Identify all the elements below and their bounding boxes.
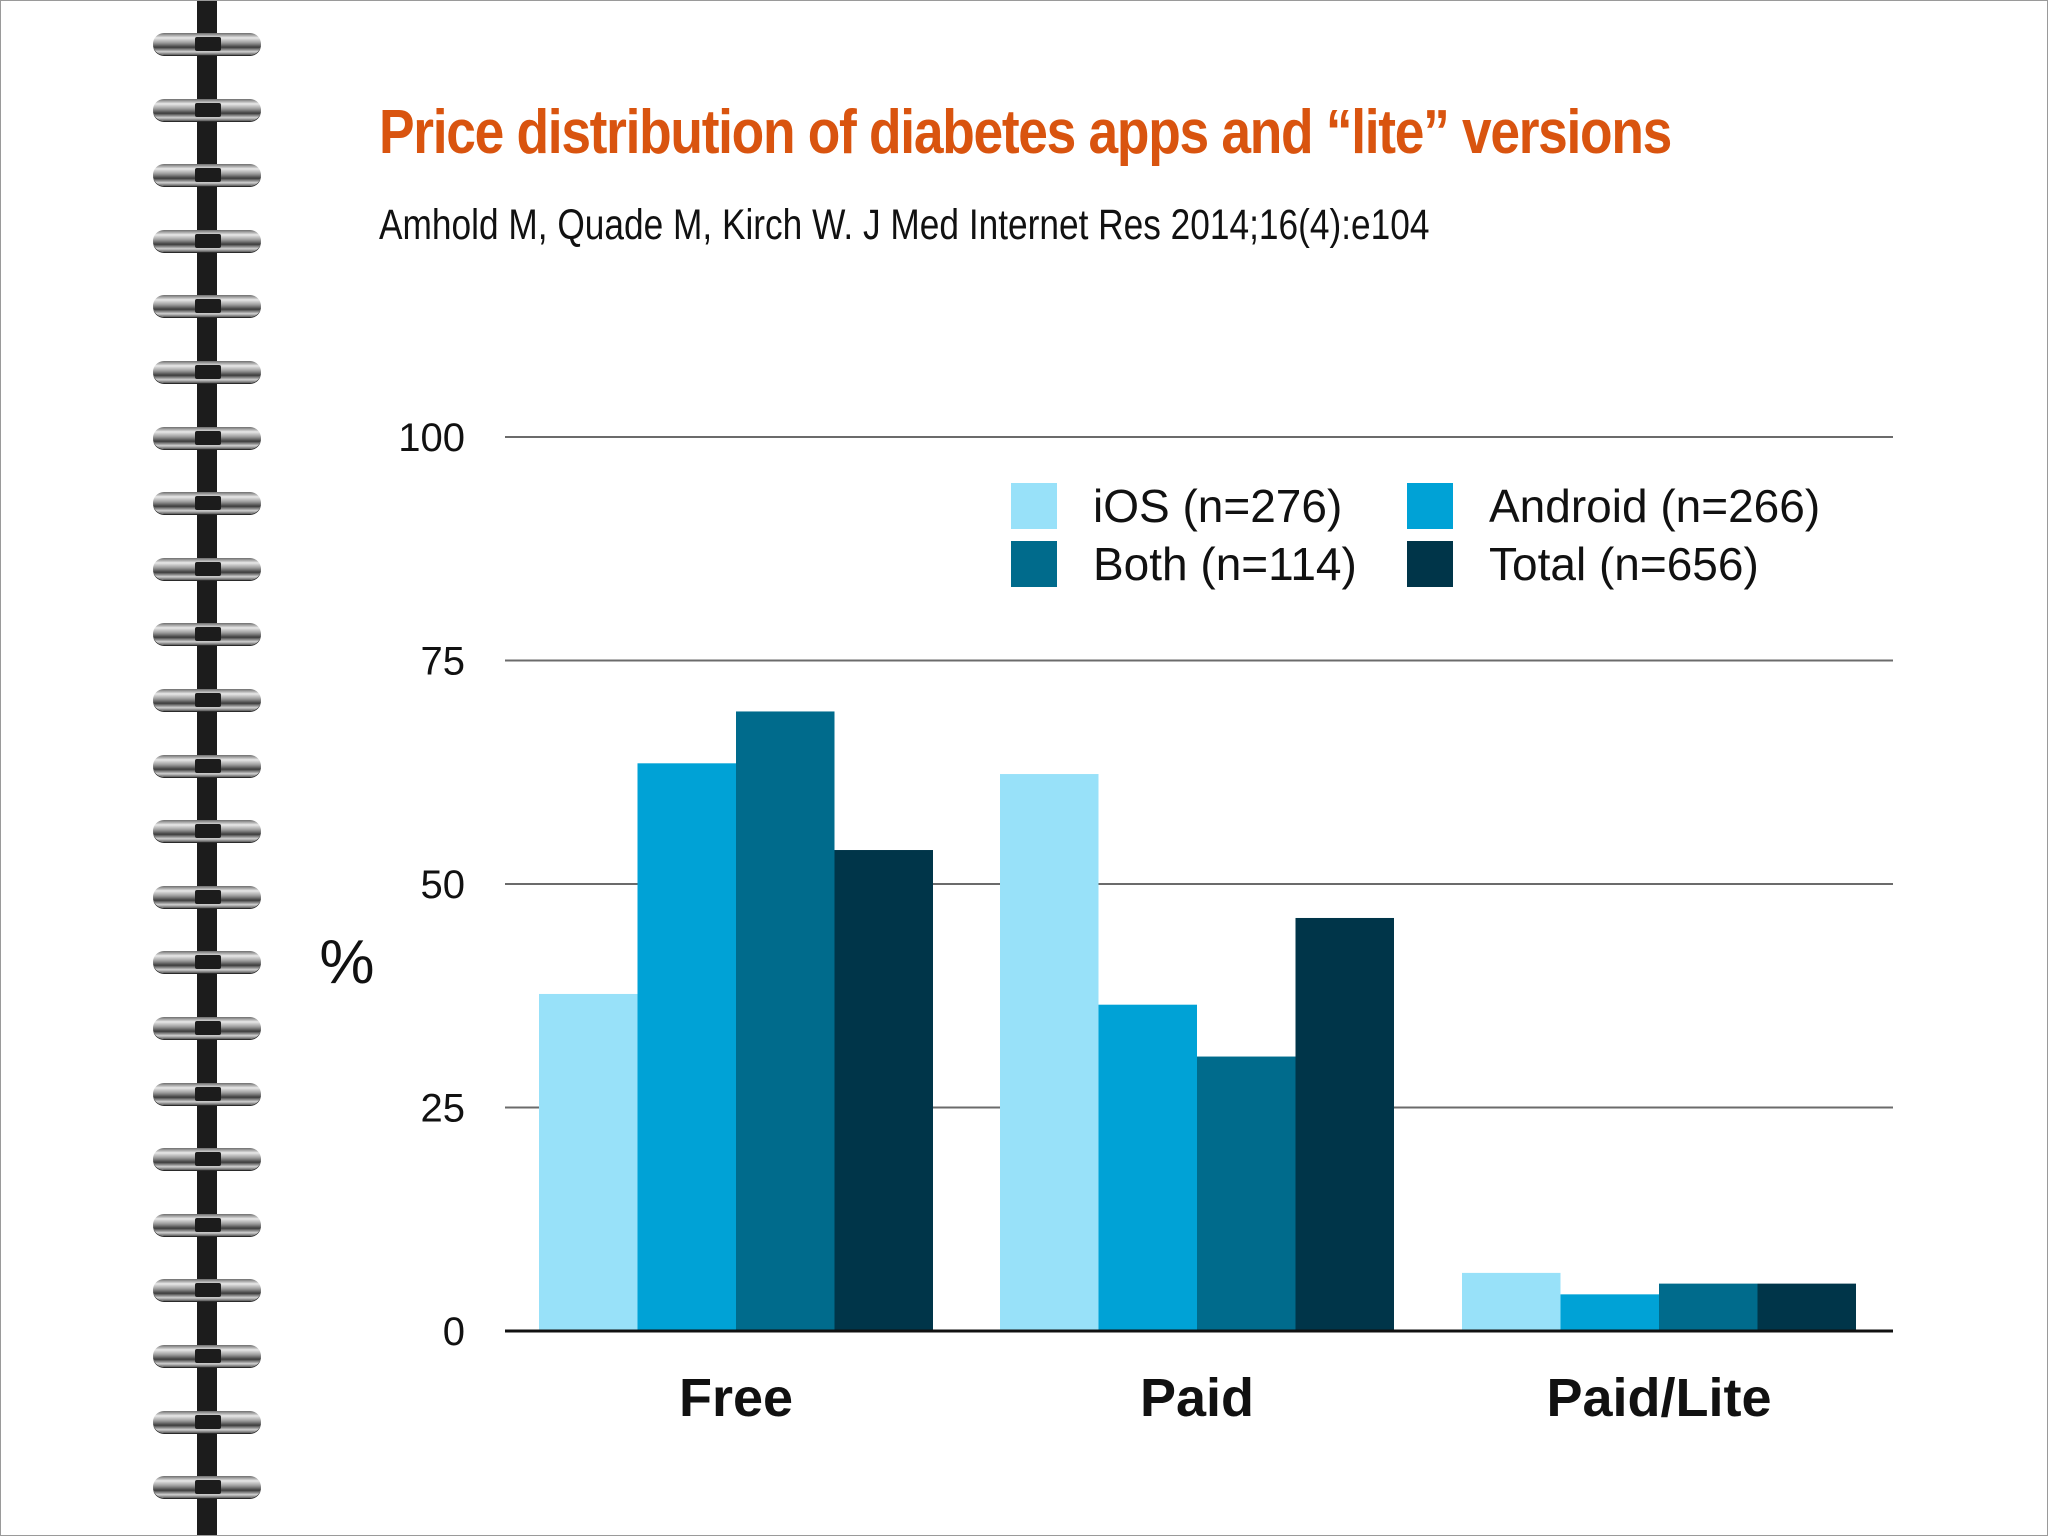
spiral-ring-icon	[153, 229, 261, 252]
y-tick-label: 0	[443, 1310, 465, 1354]
bar-paid-lite-1	[1560, 1294, 1659, 1331]
spiral-ring-icon	[153, 885, 261, 908]
spiral-ring-icon	[153, 361, 261, 383]
axes: 0 25 50 75 100% Free Paid Paid/Lite	[319, 416, 1893, 1428]
spiral-ring-icon	[153, 164, 261, 187]
legend-label: iOS (n=276)	[1093, 480, 1342, 532]
spiral-ring-icon	[153, 1279, 261, 1302]
spiral-ring-icon	[153, 33, 261, 55]
spiral-ring-icon	[153, 1148, 261, 1171]
bar-paid-lite-3	[1757, 1283, 1856, 1331]
bar-free-2	[736, 711, 835, 1331]
spiral-ring-icon	[153, 689, 261, 711]
legend: iOS (n=276) Android (n=266) Both (n=114) To…	[1011, 480, 1820, 590]
legend-label: Both (n=114)	[1093, 538, 1357, 590]
bar-paid-lite-2	[1659, 1283, 1758, 1331]
spiral-ring-icon	[153, 426, 261, 449]
y-tick-label: 25	[421, 1087, 466, 1131]
y-tick-label: 75	[421, 640, 466, 684]
spiral-ring-icon	[153, 557, 261, 580]
spiral-ring-icon	[153, 295, 261, 318]
chart-title: Price distribution of diabetes apps and …	[379, 98, 1672, 167]
legend-label: Android (n=266)	[1489, 480, 1820, 532]
bar-free-3	[834, 850, 933, 1331]
legend-label: Total (n=656)	[1489, 538, 1759, 590]
spiral-ring-icon	[153, 951, 261, 974]
y-tick-label: 100	[398, 416, 465, 460]
chart-subtitle: Amhold M, Quade M, Kirch W. J Med Intern…	[379, 201, 1430, 249]
spiral-ring-icon	[153, 1345, 261, 1367]
bar-free-0	[539, 993, 638, 1331]
spiral-ring-icon	[153, 1017, 261, 1039]
legend-swatch	[1011, 541, 1057, 587]
x-category-label: Paid	[1140, 1368, 1254, 1428]
spiral-ring-icon	[153, 754, 261, 777]
y-tick-label: 50	[421, 863, 466, 907]
bar-paid-0	[1000, 774, 1099, 1331]
spiral-ring-icon	[153, 623, 261, 646]
bar-free-1	[637, 763, 736, 1331]
bar-paid-3	[1295, 917, 1394, 1331]
bar-paid-1	[1098, 1004, 1197, 1331]
bar-paid-2	[1197, 1056, 1296, 1331]
y-axis-label: %	[319, 928, 374, 997]
x-category-label: Paid/Lite	[1546, 1368, 1771, 1428]
legend-swatch	[1407, 483, 1453, 529]
x-category-label: Free	[679, 1368, 793, 1428]
bars	[539, 711, 1856, 1331]
spiral-ring-icon	[153, 1476, 261, 1499]
spiral-ring-icon	[153, 1082, 261, 1105]
spiral-ring-icon	[153, 1410, 261, 1433]
bar-paid-lite-0	[1462, 1272, 1561, 1331]
legend-swatch	[1011, 483, 1057, 529]
spiral-ring-icon	[153, 98, 261, 121]
spiral-ring-icon	[153, 820, 261, 843]
spiral-ring-icon	[153, 492, 261, 515]
spiral-ring-icon	[153, 1213, 261, 1236]
legend-swatch	[1407, 541, 1453, 587]
